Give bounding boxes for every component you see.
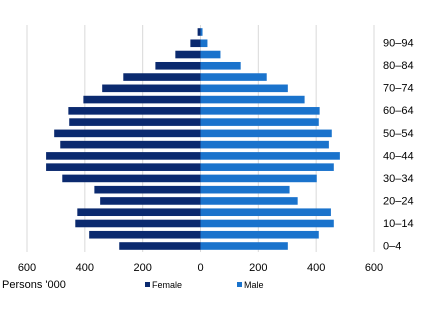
x-tick-label: 200 [249,262,267,274]
bar [200,152,340,160]
bar [60,140,201,149]
x-tick-label: 600 [365,262,383,274]
bar [200,185,290,194]
y-tick-label: 90–94 [383,38,414,50]
bar [94,185,201,194]
bar [75,219,201,228]
y-tick-label: 80–84 [383,60,414,72]
bar [89,230,201,239]
bar [200,61,241,70]
bar [200,129,332,138]
x-tick-label: 0 [197,262,203,274]
bar [200,50,221,59]
bar [200,107,320,115]
bar [200,230,319,239]
bar [83,95,201,104]
y-tick-label: 50–54 [383,128,414,140]
bar [46,163,201,171]
x-tick-label: 400 [76,262,94,274]
bar [77,208,201,217]
legend-swatch [145,282,150,287]
bar [62,174,201,183]
bar [200,219,334,228]
y-tick-label: 30–34 [383,173,414,185]
bar [123,73,201,81]
bar [200,118,319,126]
y-tick-label: 0–4 [383,240,401,252]
bar [190,39,201,48]
bar [200,140,329,149]
y-tick-label: 20–24 [383,195,414,207]
bar [54,129,201,138]
legend-label: Male [244,280,264,290]
legend-swatch [237,282,242,287]
bar [46,152,201,160]
x-tick-label: 200 [133,262,151,274]
bar [200,163,334,171]
bar [200,84,288,93]
bar [200,208,331,217]
bar [200,197,298,205]
bar [200,39,208,48]
x-tick-label: 400 [307,262,325,274]
legend: Female Male [145,280,264,290]
y-tick-label: 60–64 [383,105,414,117]
bar [102,84,201,93]
y-tick-label: 40–44 [383,150,414,162]
bar [69,118,201,126]
legend-label: Female [152,280,182,290]
y-tick-label: 10–14 [383,218,414,230]
bar [100,197,201,205]
x-axis-label: Persons '000 [2,279,66,291]
x-tick-label: 600 [18,262,36,274]
bar [200,73,267,81]
bar [200,174,317,183]
bar [200,28,203,36]
bar [197,28,201,36]
bar [200,95,305,104]
bar [68,107,201,115]
bar [200,242,288,250]
y-tick-label: 70–74 [383,83,414,95]
bar [119,242,201,250]
bar [175,50,201,59]
bar [155,61,201,70]
